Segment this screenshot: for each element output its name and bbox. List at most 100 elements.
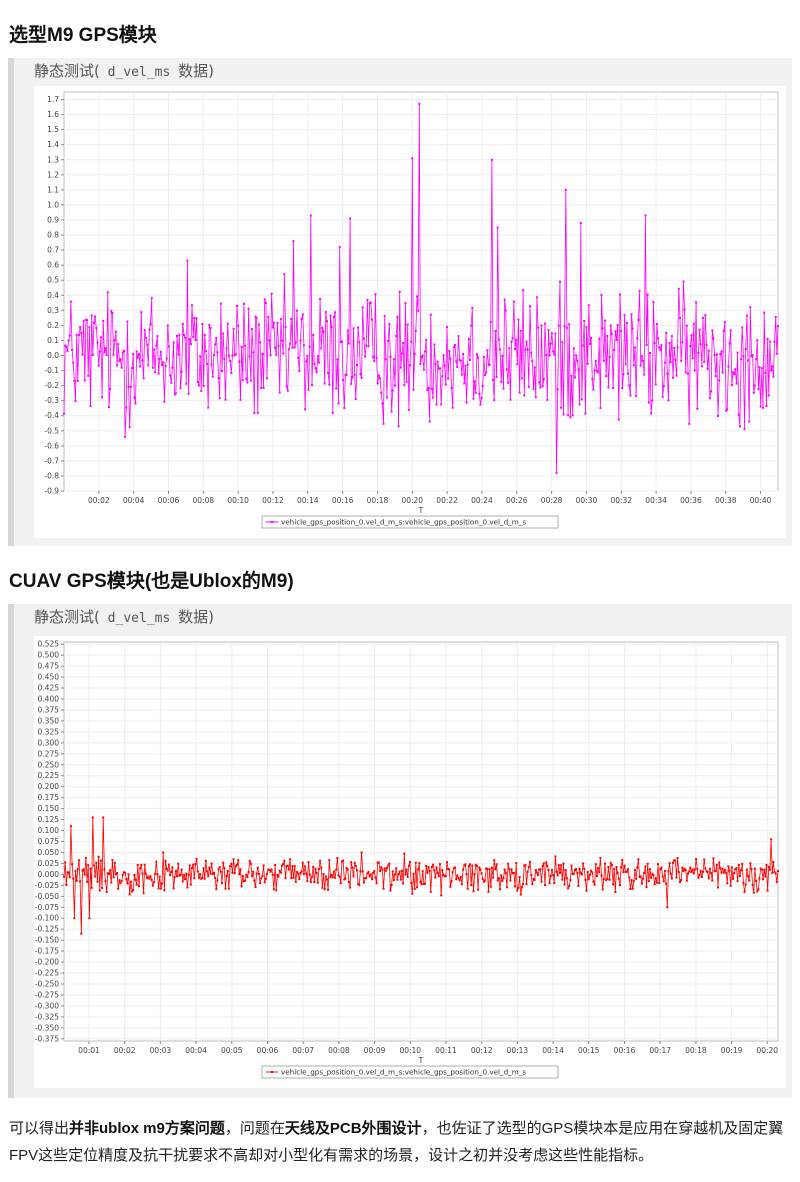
data-point: [146, 343, 149, 346]
data-point: [87, 374, 90, 377]
data-point: [696, 407, 699, 410]
x-tick-label: 00:11: [435, 1046, 457, 1055]
y-tick-label: 0.200: [38, 782, 60, 791]
data-point: [742, 881, 745, 884]
data-point: [65, 345, 68, 348]
x-axis-label: T: [418, 506, 424, 515]
data-point: [358, 341, 361, 344]
data-point: [180, 370, 183, 373]
x-tick-label: 00:12: [262, 496, 284, 505]
data-point: [660, 344, 663, 347]
data-point: [604, 319, 606, 322]
data-point: [98, 889, 101, 892]
data-point: [454, 344, 456, 347]
data-point: [448, 350, 451, 353]
data-point: [269, 870, 272, 873]
x-tick-label: 00:34: [645, 496, 667, 505]
data-point: [490, 158, 493, 161]
data-point: [372, 355, 375, 358]
data-point: [522, 289, 525, 292]
data-point: [151, 884, 154, 887]
data-point: [474, 391, 477, 394]
data-point: [565, 877, 568, 880]
data-point: [103, 868, 106, 871]
data-point: [589, 873, 591, 876]
data-point: [720, 871, 723, 874]
data-point: [138, 885, 140, 888]
data-point: [367, 870, 370, 873]
data-point: [715, 353, 718, 356]
data-point: [334, 876, 337, 879]
data-point: [749, 862, 752, 865]
data-point: [390, 884, 393, 887]
data-point: [493, 859, 496, 862]
data-point: [411, 892, 414, 895]
data-point: [454, 866, 456, 869]
data-point: [237, 324, 240, 327]
data-point: [653, 883, 656, 886]
data-point: [375, 356, 378, 359]
data-point: [300, 870, 303, 873]
data-point: [165, 357, 168, 360]
data-point: [680, 879, 683, 882]
data-point: [442, 354, 445, 357]
data-point: [567, 414, 570, 417]
data-point: [677, 871, 680, 874]
data-point: [406, 323, 409, 326]
data-point: [72, 877, 75, 880]
plot-area: [63, 91, 779, 492]
data-point: [512, 872, 515, 874]
data-point: [66, 871, 69, 874]
data-point: [416, 295, 418, 298]
data-point: [609, 861, 612, 864]
data-point: [397, 873, 400, 876]
data-point: [520, 377, 523, 380]
data-point: [347, 342, 350, 345]
data-point: [371, 878, 373, 881]
data-point: [345, 866, 348, 869]
data-point: [597, 867, 600, 870]
data-point: [580, 873, 583, 876]
data-point: [568, 884, 571, 887]
data-point: [700, 876, 703, 878]
data-point: [597, 371, 600, 374]
data-point: [627, 868, 629, 871]
data-point: [374, 876, 377, 879]
data-point: [298, 370, 301, 373]
data-point: [361, 870, 364, 873]
data-point: [307, 388, 310, 391]
data-point: [198, 384, 200, 387]
data-point: [554, 332, 557, 335]
data-point: [88, 917, 91, 920]
text-run: ，问题在: [224, 1120, 285, 1137]
data-point: [457, 335, 460, 338]
data-point: [193, 317, 196, 319]
data-point: [488, 868, 491, 871]
data-point: [114, 330, 117, 333]
data-point: [643, 373, 646, 376]
data-point: [620, 330, 623, 333]
data-point: [154, 371, 157, 374]
data-point: [128, 426, 131, 429]
data-point: [615, 338, 618, 341]
data-point: [102, 319, 105, 322]
data-point: [140, 863, 143, 866]
data-point: [452, 346, 455, 349]
data-point: [764, 875, 767, 878]
data-point: [674, 358, 677, 361]
data-point: [129, 385, 132, 388]
data-point: [629, 888, 632, 890]
data-point: [698, 328, 701, 331]
data-point: [144, 872, 147, 875]
data-point: [313, 362, 316, 365]
data-point: [450, 880, 453, 883]
data-point: [760, 367, 763, 370]
data-point: [593, 369, 596, 372]
data-point: [419, 363, 422, 365]
data-point: [188, 864, 191, 867]
data-point: [743, 427, 746, 430]
data-point: [721, 867, 724, 870]
data-point: [286, 389, 289, 392]
data-point: [760, 868, 763, 871]
data-point: [83, 379, 86, 382]
